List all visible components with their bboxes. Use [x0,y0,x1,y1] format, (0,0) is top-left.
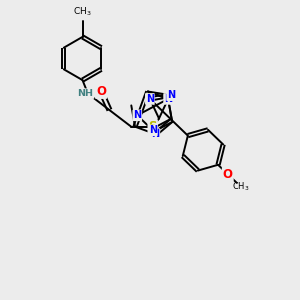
Text: CH$_3$: CH$_3$ [73,6,92,18]
Text: N: N [167,90,175,100]
Text: CH$_3$: CH$_3$ [232,180,250,193]
Text: N: N [164,94,172,104]
Text: N: N [151,129,159,139]
Text: N: N [149,125,157,135]
Text: N: N [146,94,154,104]
Text: NH: NH [77,89,94,98]
Text: O: O [96,85,106,98]
Text: O: O [223,168,233,181]
Text: S: S [148,120,157,133]
Text: N: N [133,110,141,120]
